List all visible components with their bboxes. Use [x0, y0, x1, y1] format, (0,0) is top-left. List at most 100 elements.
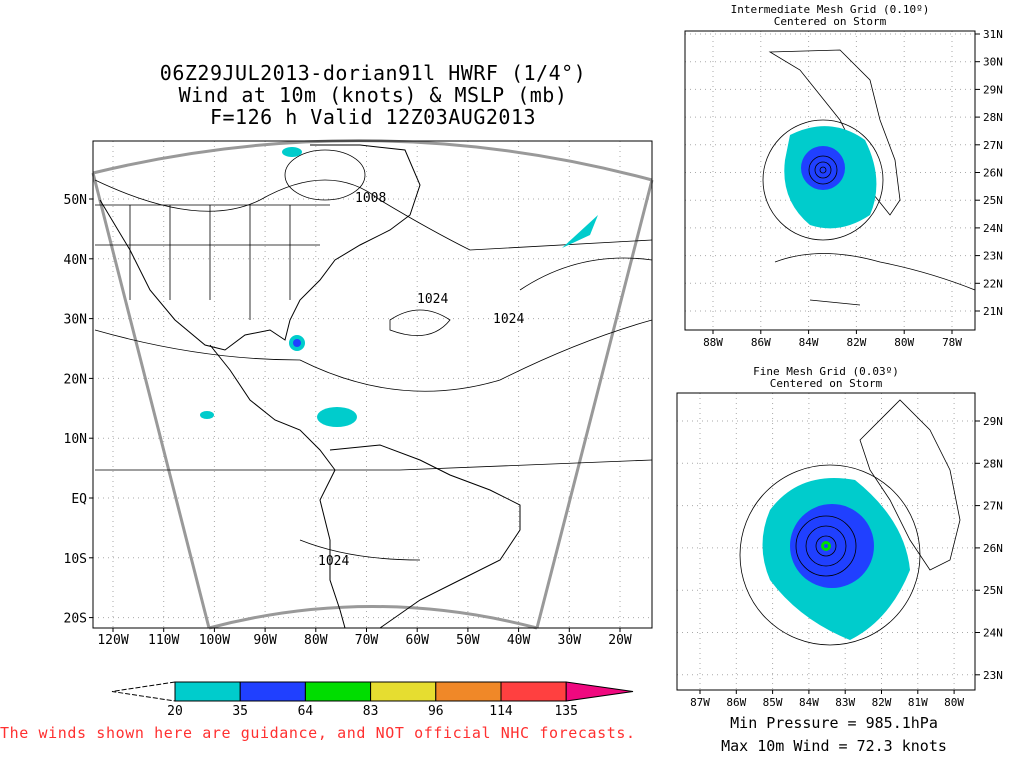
lat-label: 29N [983, 415, 1003, 428]
lat-label: 24N [983, 222, 1003, 235]
cuba-coast-int [774, 253, 976, 306]
lon-label: 50W [456, 633, 480, 648]
colorbar-label: 96 [428, 704, 444, 719]
lat-label: 20N [64, 372, 87, 387]
intermediate-subtitle: Centered on Storm [773, 15, 887, 28]
lat-label: 10S [64, 552, 87, 567]
main-map-grid [93, 141, 652, 628]
lat-label: 21N [983, 305, 1003, 318]
lat-label: 30N [64, 313, 87, 328]
colorbar-label: 35 [232, 704, 248, 719]
main-map-title: 06Z29JUL2013-dorian91l HWRF (1/4°) Wind … [93, 62, 653, 128]
colorbar-under-arrow [111, 681, 176, 702]
colorbar-bin [370, 681, 437, 702]
lat-label: 29N [983, 83, 1003, 96]
wind-patch [200, 411, 214, 419]
lon-label: 88W [703, 336, 723, 349]
lat-label: 50N [64, 193, 87, 208]
lat-label: 23N [983, 669, 1003, 682]
contour-label: 1024 [417, 292, 448, 307]
main-map-frame [92, 140, 653, 629]
lon-label: 86W [726, 696, 746, 709]
lon-label: 80W [894, 336, 914, 349]
lon-label: 87W [690, 696, 710, 709]
lat-label: 40N [64, 253, 87, 268]
lon-label: 80W [304, 633, 328, 648]
lat-label: 22N [983, 277, 1003, 290]
lat-label: 26N [983, 167, 1003, 180]
title-line-1: 06Z29JUL2013-dorian91l HWRF (1/4°) [159, 61, 587, 85]
title-line-2: Wind at 10m (knots) & MSLP (mb) [178, 83, 568, 107]
title-line-3: F=126 h Valid 12Z03AUG2013 [209, 105, 537, 129]
lat-label: 25N [983, 194, 1003, 207]
lat-label: 31N [983, 28, 1003, 41]
lat-label: 10N [64, 432, 87, 447]
lon-label: 85W [763, 696, 783, 709]
lon-label: 83W [835, 696, 855, 709]
fine-frame [676, 392, 976, 691]
lon-label: 100W [199, 633, 230, 648]
colorbar-label: 64 [298, 704, 314, 719]
florida-coast-int [768, 49, 901, 216]
lat-label: 27N [983, 500, 1003, 513]
lon-label: 78W [942, 336, 962, 349]
lat-label: 26N [983, 542, 1003, 555]
lon-label: 70W [355, 633, 379, 648]
colorbar-over-arrow [565, 681, 634, 702]
wind-35kt-fine [790, 504, 874, 588]
lon-label: 80W [944, 696, 964, 709]
wind-colorbar: 20 35 64 83 96 114 135 [111, 681, 634, 719]
lon-label: 20W [608, 633, 632, 648]
wind-35kt-int [801, 146, 845, 190]
lon-label: 84W [799, 696, 819, 709]
main-axis-labels: 50N 40N 30N 20N 10N EQ 10S 20S 120W 110W 100W 90W 80… [64, 193, 632, 648]
storm-wind-35kt [293, 339, 301, 347]
lat-label: 25N [983, 584, 1003, 597]
colorbar-bin [500, 681, 567, 702]
isobars [94, 179, 653, 561]
model-domain-outline [91, 139, 654, 630]
disclaimer: The winds shown here are guidance, and N… [0, 724, 636, 742]
colorbar-label: 83 [363, 704, 379, 719]
wind-patch [562, 215, 598, 248]
lon-label: 60W [405, 633, 429, 648]
lat-label: EQ [71, 492, 87, 507]
lon-label: 90W [253, 633, 277, 648]
lon-label: 40W [507, 633, 531, 648]
colorbar-bin [174, 681, 241, 702]
lat-label: 20S [64, 612, 87, 627]
fine-title-text: Fine Mesh Grid (0.03º) [753, 365, 899, 378]
lon-label: 86W [751, 336, 771, 349]
min-pressure: Min Pressure = 985.1hPa [730, 714, 938, 732]
state-borders [95, 204, 330, 320]
colorbar-bin [239, 681, 306, 702]
lon-label: 84W [799, 336, 819, 349]
wind-patch [282, 147, 302, 157]
lon-label: 120W [97, 633, 128, 648]
max-wind: Max 10m Wind = 72.3 knots [721, 737, 947, 755]
intermediate-frame [684, 30, 976, 331]
intermediate-title-text: Intermediate Mesh Grid (0.10º) [730, 3, 930, 16]
lon-label: 82W [846, 336, 866, 349]
colorbar-bin [304, 681, 372, 702]
isobar-low [284, 149, 366, 201]
contour-label: 1024 [493, 312, 524, 327]
lat-label: 30N [983, 56, 1003, 69]
colorbar-label: 20 [167, 704, 183, 719]
colorbar-bin [435, 681, 502, 702]
lat-label: 28N [983, 457, 1003, 470]
lon-label: 30W [558, 633, 582, 648]
intermediate-title: Intermediate Mesh Grid (0.10º) Centered … [685, 4, 975, 28]
lat-label: 28N [983, 111, 1003, 124]
lon-label: 81W [908, 696, 928, 709]
lon-label: 82W [872, 696, 892, 709]
wind-patch [317, 407, 357, 427]
lat-label: 27N [983, 139, 1003, 152]
contour-label: 1008 [355, 191, 386, 206]
colorbar-label: 114 [489, 704, 513, 719]
lat-label: 23N [983, 250, 1003, 263]
florida-coast-fine [859, 399, 961, 571]
fine-title: Fine Mesh Grid (0.03º) Centered on Storm [677, 366, 975, 390]
coastlines [99, 144, 521, 629]
